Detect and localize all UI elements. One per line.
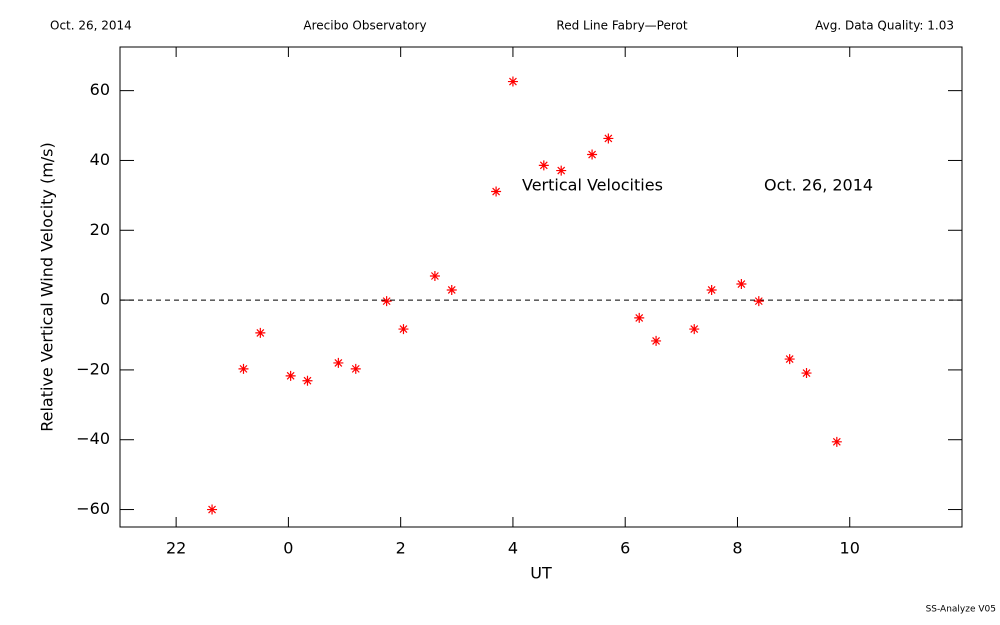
data-point — [603, 133, 614, 144]
data-point — [302, 375, 313, 386]
x-tick-label: 2 — [396, 539, 406, 558]
x-tick-label: 8 — [732, 539, 742, 558]
data-point — [587, 149, 598, 160]
data-point — [801, 368, 812, 379]
x-axis-label: UT — [530, 564, 552, 583]
data-point — [238, 363, 249, 374]
data-point — [207, 504, 218, 515]
header-date: Oct. 26, 2014 — [50, 19, 132, 33]
x-tick-label: 4 — [508, 539, 518, 558]
data-point — [831, 436, 842, 447]
data-point — [429, 271, 440, 282]
data-point — [689, 324, 700, 335]
header-site: Arecibo Observatory — [303, 19, 426, 33]
y-tick-label: −60 — [76, 499, 110, 518]
data-point — [285, 370, 296, 381]
annotation: Vertical Velocities — [522, 176, 663, 195]
data-point — [651, 335, 662, 346]
data-point — [784, 354, 795, 365]
y-tick-label: 0 — [100, 290, 110, 309]
data-point — [446, 284, 457, 295]
data-point — [556, 165, 567, 176]
data-point — [706, 284, 717, 295]
header-instrument: Red Line Fabry—Perot — [556, 19, 687, 33]
y-tick-label: 40 — [90, 150, 110, 169]
y-tick-label: −20 — [76, 359, 110, 378]
data-point — [507, 76, 518, 87]
y-tick-label: 20 — [90, 220, 110, 239]
data-point — [736, 279, 747, 290]
data-point — [491, 186, 502, 197]
data-point — [538, 160, 549, 171]
data-point — [255, 327, 266, 338]
y-axis-label: Relative Vertical Wind Velocity (m/s) — [38, 142, 57, 432]
footer: SS-Analyze V05 — [926, 605, 996, 615]
data-point — [398, 324, 409, 335]
x-tick-label: 22 — [166, 539, 186, 558]
plot-frame — [119, 46, 963, 528]
data-point — [381, 296, 392, 307]
x-tick-label: 6 — [620, 539, 630, 558]
data-point — [753, 296, 764, 307]
data-point — [333, 357, 344, 368]
data-point — [350, 363, 361, 374]
x-tick-label: 0 — [283, 539, 293, 558]
x-tick-label: 10 — [840, 539, 860, 558]
y-tick-label: 60 — [90, 80, 110, 99]
y-tick-label: −40 — [76, 429, 110, 448]
annotation: Oct. 26, 2014 — [764, 176, 873, 195]
data-point — [634, 312, 645, 323]
header-quality: Avg. Data Quality: 1.03 — [815, 19, 954, 33]
